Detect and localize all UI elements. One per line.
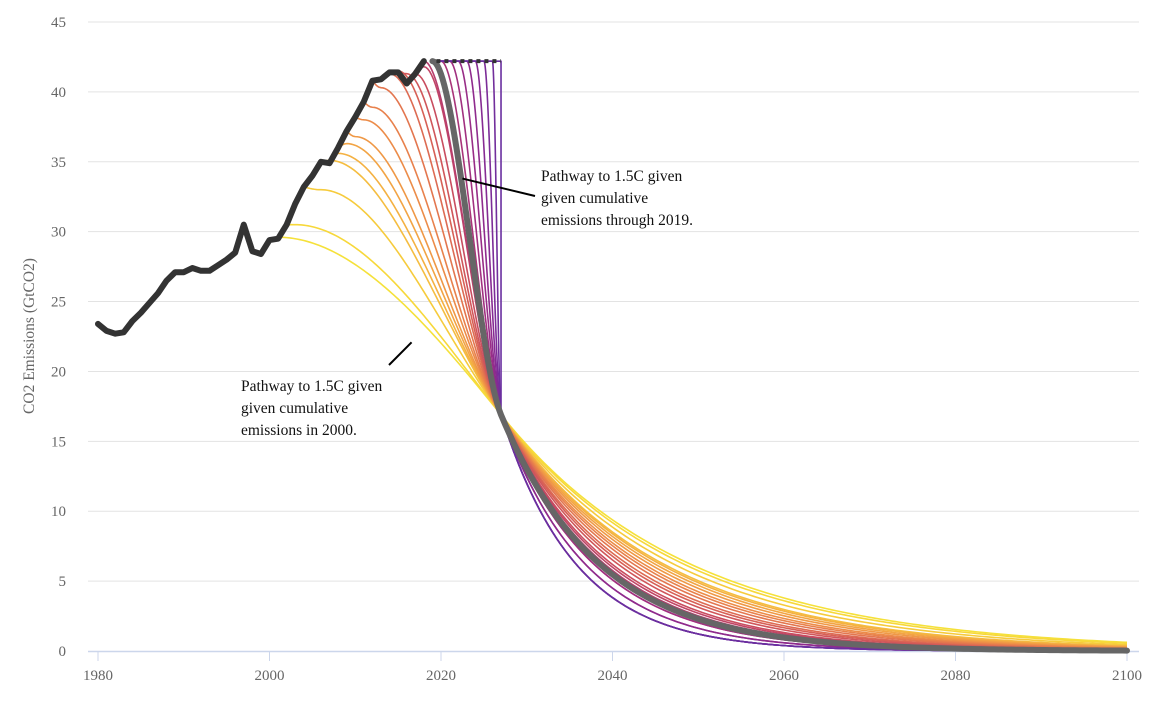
- pathway-line-2025: [432, 60, 1127, 652]
- pathway-line-2016: [406, 72, 1128, 651]
- x-tick-label: 2100: [1112, 668, 1142, 684]
- y-axis-ticks: 0 5 10 15 20 25 30 35 40 45: [51, 15, 66, 660]
- x-tick-label: 1980: [83, 668, 113, 684]
- pathway-line-2015: [397, 71, 1128, 651]
- annotations: Pathway to 1.5C given given cumulative emi…: [241, 168, 693, 439]
- pathway-line-2014: [389, 70, 1128, 651]
- annotation-text-2019: given cumulative: [541, 190, 648, 207]
- annotation-text-2019: emissions through 2019.: [541, 212, 693, 229]
- y-tick-label: 5: [59, 574, 67, 590]
- x-tick-label: 2060: [769, 668, 799, 684]
- annotation-text-2000: given cumulative: [241, 400, 348, 417]
- x-axis: 1980 2000 2020 2040 2060 2080 2100: [83, 650, 1142, 684]
- grid-lines: [88, 21, 1139, 582]
- highlighted-pathway: [429, 58, 1130, 654]
- y-tick-label: 40: [51, 85, 66, 101]
- pathway-line-2026: [432, 60, 1127, 652]
- pathway-line-2020: [432, 60, 1128, 652]
- pathway-line-2004: [303, 186, 1128, 646]
- y-tick-label: 45: [51, 15, 66, 31]
- pathway-line-2007: [328, 152, 1128, 648]
- x-tick-label: 2080: [941, 668, 971, 684]
- x-tick-label: 2000: [255, 668, 285, 684]
- pathway-line-2012: [371, 80, 1128, 650]
- x-tick-label: 2020: [426, 668, 456, 684]
- pathway-line-2021: [432, 60, 1128, 652]
- annotation-pointer-2019: [462, 177, 536, 197]
- pathway-line-2006: [320, 159, 1128, 647]
- x-tick-label: 2040: [598, 668, 628, 684]
- annotation-pointer-2000: [388, 341, 413, 366]
- pathway-line-2000: [269, 236, 1128, 644]
- y-tick-label: 0: [59, 644, 67, 660]
- pathway-line-2023: [432, 60, 1128, 652]
- y-axis-title: CO2 Emissions (GtCO2): [21, 258, 38, 414]
- pathway-line-2002: [286, 223, 1128, 645]
- pathway-line-2017: [414, 65, 1128, 652]
- historical-series: [95, 58, 502, 337]
- pathway-line-2008: [337, 142, 1128, 648]
- pathway-line-2022: [432, 60, 1128, 652]
- y-tick-label: 15: [51, 434, 66, 450]
- y-tick-label: 30: [51, 225, 66, 241]
- annotation-text-2019: Pathway to 1.5C given: [541, 168, 682, 185]
- pathway-line-2027: [432, 60, 1127, 652]
- y-tick-label: 25: [51, 295, 66, 311]
- annotation-text-2000: Pathway to 1.5C given: [241, 378, 382, 395]
- pathway-line-2019-highlighted: [429, 58, 1130, 654]
- y-tick-label: 20: [51, 364, 66, 380]
- pathway-line-2018: [423, 60, 1128, 652]
- y-tick-label: 10: [51, 504, 66, 520]
- pathway-line-2010: [354, 116, 1128, 649]
- y-tick-label: 35: [51, 155, 66, 171]
- pathway-line-2011: [363, 101, 1128, 650]
- annotation-text-2000: emissions in 2000.: [241, 422, 357, 439]
- pathway-line-2024: [432, 60, 1127, 652]
- pathway-line-2009: [346, 130, 1128, 649]
- historical-emissions-line: [95, 58, 427, 337]
